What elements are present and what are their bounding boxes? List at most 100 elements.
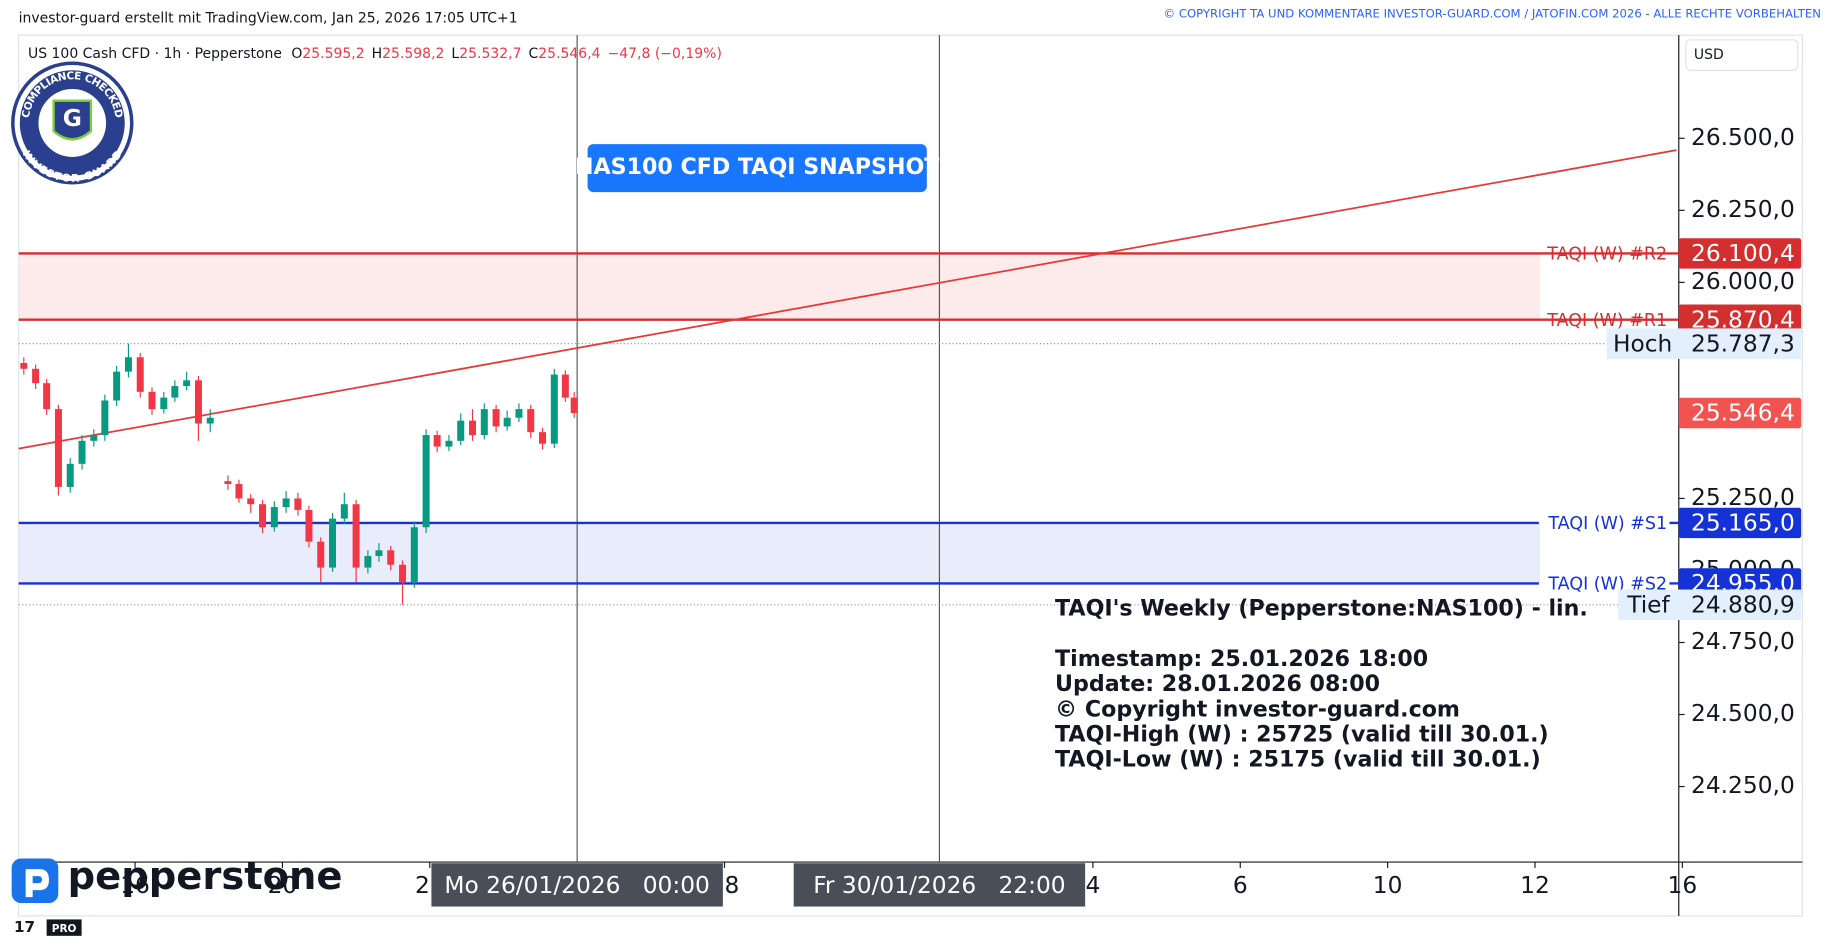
level-name: TAQI (W) #S1: [1547, 514, 1667, 534]
info-title: TAQI's Weekly (Pepperstone:NAS100) - lin…: [1055, 596, 1588, 622]
candle-body: [224, 481, 232, 485]
tv-badge: PRO: [52, 923, 77, 935]
extreme-price: 25.787,3: [1691, 329, 1795, 357]
candle-body: [445, 440, 453, 447]
y-tick-label: 26.000,0: [1691, 267, 1795, 295]
extreme-box: [1606, 328, 1802, 359]
candle-body: [515, 409, 523, 418]
candle-body: [399, 564, 407, 582]
candle-body: [433, 435, 441, 447]
header-left: investor-guard erstellt mit TradingView.…: [19, 11, 518, 27]
legend-part: H: [372, 46, 383, 62]
candle-body: [480, 409, 488, 436]
candle-body: [183, 380, 191, 387]
candle-body: [469, 420, 477, 436]
legend-part: 25.546,4: [538, 46, 600, 62]
last-price: 25.546,4: [1691, 399, 1795, 427]
legend-part: US 100 Cash CFD · 1h · Pepperstone: [28, 46, 282, 62]
level-zone: [18, 522, 1541, 584]
candle-body: [364, 556, 372, 568]
brand-name: pepperstone: [68, 854, 343, 899]
candle-body: [194, 380, 202, 424]
level-price-box: [1678, 238, 1802, 269]
legend-part: 25.532,7: [459, 46, 521, 62]
currency: USD: [1694, 47, 1724, 63]
candle-body: [148, 391, 156, 410]
legend-part: −47,8 (−0,19%): [608, 46, 722, 62]
y-tick-label: 24.500,0: [1691, 699, 1795, 727]
candle-body: [78, 440, 86, 464]
candle-body: [503, 417, 511, 427]
level-price-box: [1678, 304, 1802, 335]
currency-box[interactable]: [1685, 39, 1799, 71]
candle-body: [527, 409, 535, 433]
x-tick-label: 4: [1085, 871, 1100, 899]
candle-body: [410, 527, 418, 582]
logo-shield: [52, 99, 93, 141]
candle-body: [20, 363, 28, 369]
x-tick-label: 20: [268, 871, 298, 899]
brand-icon: [11, 858, 59, 904]
candle-body: [457, 420, 465, 441]
title: NAS100 CFD TAQI SNAPSHOT: [575, 154, 940, 180]
level-price: 25.165,0: [1691, 509, 1795, 537]
candle-body: [492, 409, 500, 427]
level-price: 26.100,4: [1691, 239, 1795, 267]
candle-body: [570, 397, 578, 414]
level-zone: [18, 253, 1541, 320]
level-name: TAQI (W) #R1: [1546, 311, 1667, 331]
y-tick-label: 25.250,0: [1691, 483, 1795, 511]
tv-badge-bg: [46, 919, 82, 936]
title-button[interactable]: [587, 144, 927, 193]
candle-body: [550, 374, 558, 444]
legend-part: C: [529, 46, 539, 62]
candle-body: [329, 518, 337, 568]
candle-body: [375, 550, 383, 557]
candle-body: [136, 357, 144, 392]
candle-body: [422, 435, 430, 528]
crosshair-label: Mo 26/01/2026 00:00: [444, 871, 709, 899]
candle-body: [160, 397, 168, 410]
extreme-name: Tief: [1626, 590, 1670, 618]
candle-body: [235, 484, 243, 499]
candle-body: [66, 463, 74, 487]
tv-mark: 17: [14, 918, 35, 936]
extreme-name: Hoch: [1613, 329, 1672, 357]
x-tick-label: 12: [1520, 871, 1550, 899]
info-line: Timestamp: 25.01.2026 18:00: [1055, 646, 1428, 672]
extreme-price: 24.880,9: [1691, 590, 1795, 618]
level-name: TAQI (W) #R2: [1546, 245, 1667, 265]
legend-part: O: [291, 46, 302, 62]
candle-body: [305, 509, 313, 542]
candle-body: [270, 507, 278, 528]
level-price-box: [1678, 507, 1802, 539]
candle-body: [90, 435, 98, 441]
logo-letter: G: [63, 104, 82, 132]
brand-logo: pepperstone: [11, 854, 343, 904]
candle-body: [294, 498, 302, 510]
candle-body: [317, 541, 325, 568]
crosshair-label: Fr 30/01/2026 22:00: [813, 871, 1065, 899]
trend-line: [18, 149, 1677, 450]
candle-body: [340, 504, 348, 519]
legend-part: L: [451, 46, 459, 62]
candle-body: [206, 417, 214, 424]
compliance-logo: COMPLIANCE CHECKED INVESTOR-GUARD G: [11, 61, 134, 185]
candle-body: [352, 504, 360, 568]
candle-body: [247, 498, 255, 505]
crosshair-label-box: [431, 863, 723, 907]
info-line: Update: 28.01.2026 08:00: [1055, 671, 1380, 697]
y-tick-label: 24.750,0: [1691, 627, 1795, 655]
crosshair-label-box: [793, 863, 1086, 907]
extreme-box: [1618, 589, 1802, 621]
symbol-legend: US 100 Cash CFD · 1h · Pepperstone O 25.59…: [28, 46, 722, 62]
header-right: © COPYRIGHT TA UND KOMMENTARE INVESTOR-G…: [1164, 7, 1821, 21]
y-tick-label: 26.250,0: [1691, 195, 1795, 223]
candle-body: [54, 409, 62, 487]
candle-body: [282, 498, 290, 508]
legend-part: 25.598,2: [382, 46, 444, 62]
brand-icon-p: [25, 869, 49, 898]
